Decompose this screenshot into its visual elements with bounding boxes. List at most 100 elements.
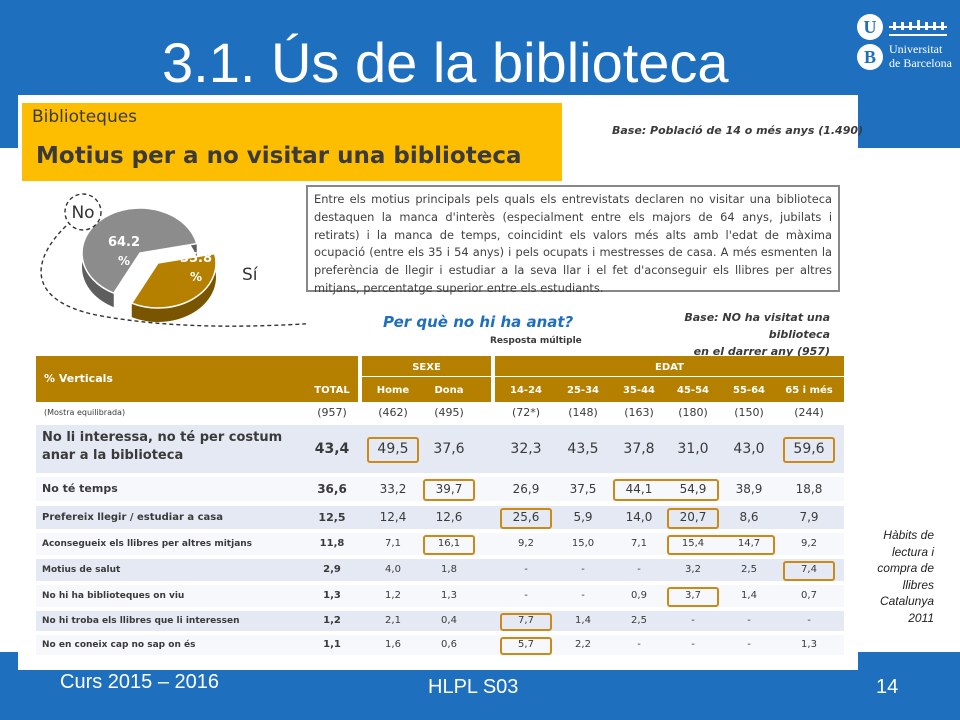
table-cell: 1,3 [323, 590, 341, 601]
highlight-box [783, 561, 835, 581]
table-cell: 37,5 [569, 481, 597, 496]
source-note: Hàbits de lectura i compra de llibres Ca… [877, 528, 934, 625]
table-cell: - [691, 639, 695, 650]
header-separator [358, 356, 362, 402]
column-header: Home [376, 385, 410, 396]
table-cell: 3,2 [685, 564, 701, 575]
table-cell: 54,9 [679, 481, 707, 496]
pie-chart: No Sí 64.2 % 35.8 % [40, 193, 306, 327]
table-cell: 8,6 [739, 510, 759, 525]
highlight-box [667, 587, 719, 607]
pie-value-no-unit: % [118, 254, 130, 268]
table-cell: 18,8 [795, 481, 823, 496]
sample-size: (150) [734, 406, 764, 419]
row-label: Aconsegueix els llibres per altres mitja… [42, 539, 253, 550]
table-cell: 43,0 [733, 440, 765, 457]
table-cell: 36,6 [317, 481, 347, 496]
table-row [36, 425, 844, 473]
column-header: 25-34 [567, 385, 599, 396]
table-cell: 37,8 [623, 440, 655, 457]
question-base-line-2: en el darrer any (957) [693, 345, 830, 358]
group-label-sexe: SEXE [362, 362, 491, 377]
table-cell: - [747, 639, 751, 650]
university-logo: U B Universitat de Barcelona [855, 14, 955, 74]
row-label: Motius de salut [42, 565, 121, 576]
table-cell: 0,4 [441, 615, 457, 626]
highlight-box [500, 613, 552, 631]
report-section: Biblioteques [32, 107, 138, 127]
table-cell: 15,0 [571, 538, 595, 549]
logo-line-1: Universitat [889, 42, 943, 56]
highlight-box [783, 437, 835, 463]
logo-line-2: de Barcelona [889, 56, 952, 70]
table-cell: 15,4 [681, 538, 705, 549]
table-cell: - [581, 590, 585, 601]
row-label: No en coneix cap no sap on és [42, 640, 196, 651]
question-base-line-1: Base: NO ha visitat una biblioteca [684, 311, 830, 341]
table-cell: 5,7 [518, 639, 534, 650]
highlight-box [423, 535, 475, 555]
table-cell: 25,6 [512, 510, 540, 525]
pie-label-no: No [71, 203, 94, 223]
table-cell: 26,9 [512, 481, 540, 496]
table-cell: 59,6 [793, 440, 825, 457]
table-corner-label: % Verticals [44, 372, 113, 385]
row-label: No li interessa, no té per costum anar a… [42, 430, 283, 463]
table-row [36, 533, 844, 555]
sample-size: (957) [317, 406, 347, 419]
table-cell: 9,2 [518, 538, 534, 549]
table-cell: 1,1 [323, 639, 341, 650]
column-header: 55-64 [733, 385, 765, 396]
table-cell: 7,9 [799, 510, 819, 525]
table-cell: 43,5 [567, 440, 599, 457]
table-cell: 39,7 [435, 481, 463, 496]
table-cell: 7,1 [631, 538, 647, 549]
column-header: 65 i més [785, 385, 833, 396]
logo-letter-u: U [857, 14, 883, 40]
table-cell: 4,0 [385, 564, 401, 575]
table-cell: 11,8 [319, 538, 345, 549]
pie-label-si: Sí [242, 265, 259, 285]
table-cell: 7,1 [385, 538, 401, 549]
report-heading: Motius per a no visitar una biblioteca [36, 143, 522, 169]
table-cell: 1,3 [441, 590, 457, 601]
slide-title: 3.1. Ús de la biblioteca [162, 31, 729, 94]
table-cell: 14,0 [625, 510, 653, 525]
table-cell: 37,6 [433, 440, 465, 457]
table-header [36, 356, 844, 402]
report-heading-box: Biblioteques Motius per a no visitar una… [22, 103, 562, 181]
sample-size: (72*) [511, 406, 541, 419]
footer-code: HLPL S03 [428, 676, 519, 698]
column-header: 35-44 [623, 385, 655, 396]
table-cell: 12,5 [318, 510, 346, 524]
highlight-box [500, 508, 552, 529]
table-cell: 2,2 [575, 639, 591, 650]
table-cell: - [581, 564, 585, 575]
pie-slices [81, 207, 217, 309]
table-cell: 44,1 [625, 481, 653, 496]
question-title: Per què no hi ha anat? [383, 313, 574, 331]
table-cell: 33,2 [379, 481, 407, 496]
population-base: Base: Població de 14 o més anys (1.490) [612, 124, 864, 137]
header-separator [491, 356, 495, 402]
no-callout-circle [64, 193, 102, 231]
column-header: TOTAL [314, 385, 350, 396]
table-cell: 1,3 [801, 639, 817, 650]
highlight-box [667, 508, 719, 529]
table-row [36, 506, 844, 529]
pie-value-no: 64.2 [108, 235, 140, 250]
table-cell: 1,6 [385, 639, 401, 650]
row-label: No hi troba els llibres que li interesse… [42, 616, 240, 627]
question-subtitle: Resposta múltiple [490, 336, 582, 346]
table-cell: 0,9 [631, 590, 647, 601]
highlight-box [667, 535, 775, 555]
table-cell: - [747, 615, 751, 626]
row-label: No hi ha biblioteques on viu [42, 591, 185, 602]
table-row [36, 559, 844, 581]
table-cell: 31,0 [677, 440, 709, 457]
pie-value-si: 35.8 [180, 251, 212, 266]
table-cell: 7,7 [518, 615, 534, 626]
table-cell: 14,7 [737, 538, 761, 549]
column-header: 45-54 [677, 385, 709, 396]
column-header: Dona [434, 385, 464, 396]
